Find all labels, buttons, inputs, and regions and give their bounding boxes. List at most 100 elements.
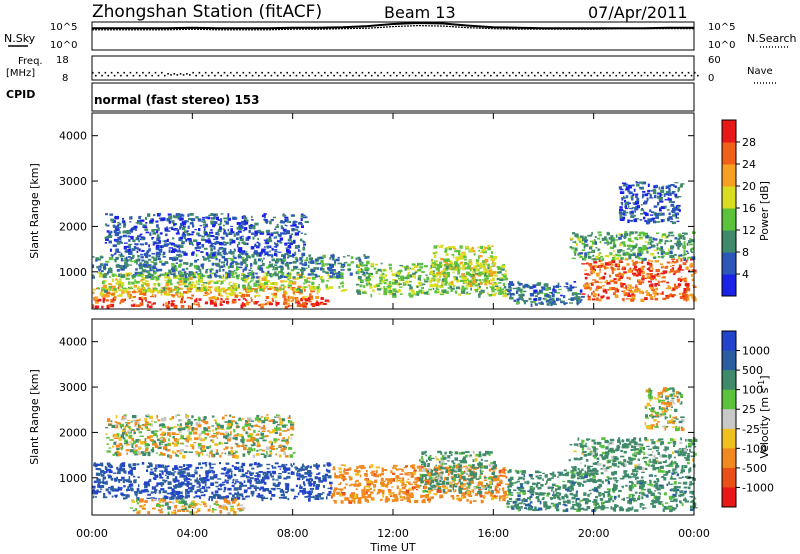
heatmap-cell (322, 478, 327, 482)
heatmap-cell (597, 293, 600, 297)
heatmap-cell (140, 288, 143, 292)
nsearch-label: N.Search (747, 32, 797, 45)
heatmap-cell (170, 300, 175, 302)
heatmap-cell (185, 477, 188, 479)
heatmap-cell (490, 286, 495, 291)
heatmap-cell (682, 262, 687, 266)
heatmap-cell (523, 300, 526, 305)
heatmap-cell (175, 414, 177, 418)
heatmap-cell (566, 282, 569, 285)
nave-point (345, 74, 348, 77)
heatmap-cell (173, 491, 177, 494)
heatmap-cell (455, 266, 458, 269)
heatmap-cell (242, 280, 246, 282)
heatmap-cell (619, 209, 624, 212)
heatmap-cell (143, 503, 146, 506)
heatmap-cell (674, 182, 679, 184)
heatmap-cell (597, 231, 602, 234)
heatmap-cell (191, 485, 196, 487)
heatmap-cell (127, 489, 131, 491)
heatmap-cell (662, 297, 667, 301)
heatmap-cell (649, 214, 654, 216)
heatmap-cell (115, 265, 118, 268)
heatmap-cell (624, 203, 627, 207)
heatmap-cell (93, 462, 96, 465)
heatmap-cell (316, 473, 320, 475)
heatmap-cell (164, 468, 168, 472)
heatmap-cell (207, 216, 211, 220)
nave-point (201, 74, 204, 77)
heatmap-cell (213, 255, 216, 259)
heatmap-cell (121, 494, 126, 496)
heatmap-cell (120, 267, 125, 271)
heatmap-cell (142, 281, 145, 285)
heatmap-cell (269, 302, 273, 306)
heatmap-cell (267, 301, 271, 305)
heatmap-cell (247, 287, 251, 290)
heatmap-cell (115, 415, 118, 419)
heatmap-cell (171, 237, 175, 240)
heatmap-cell (227, 487, 232, 491)
heatmap-cell (155, 251, 160, 256)
heatmap-cell (615, 274, 620, 278)
heatmap-cell (129, 507, 133, 509)
heatmap-cell (441, 283, 444, 287)
heatmap-cell (166, 305, 170, 310)
heatmap-cell (541, 302, 544, 305)
heatmap-cell (175, 496, 179, 501)
heatmap-cell (167, 300, 171, 305)
heatmap-cell (615, 234, 618, 238)
heatmap-cell (282, 214, 287, 217)
heatmap-cell (102, 274, 106, 278)
heatmap-cell (167, 471, 172, 476)
heatmap-cell (625, 195, 629, 199)
heatmap-cell (633, 253, 636, 257)
heatmap-cell (177, 295, 182, 298)
heatmap-cell (664, 235, 668, 239)
heatmap-cell (612, 254, 617, 257)
heatmap-cell (593, 239, 596, 243)
heatmap-cell (282, 294, 286, 298)
heatmap-cell (199, 496, 202, 499)
heatmap-cell (235, 262, 238, 266)
heatmap-cell (220, 261, 226, 264)
heatmap-cell (302, 487, 306, 492)
heatmap-cell (519, 295, 523, 300)
heatmap-cell (617, 279, 620, 281)
freq-point (286, 71, 288, 74)
freq-point (449, 71, 452, 74)
heatmap-cell (611, 270, 614, 274)
heatmap-cell (231, 464, 234, 468)
heatmap-cell (182, 454, 186, 459)
heatmap-cell (172, 295, 175, 298)
heatmap-cell (475, 267, 479, 272)
heatmap-cell (286, 275, 291, 279)
heatmap-cell (277, 475, 282, 479)
heatmap-cell (223, 497, 226, 500)
heatmap-cell (375, 270, 378, 275)
heatmap-cell (122, 498, 126, 500)
heatmap-cell (178, 247, 181, 251)
heatmap-cell (472, 271, 475, 274)
heatmap-cell (198, 484, 202, 487)
heatmap-cell (601, 257, 605, 261)
heatmap-cell (263, 213, 266, 217)
heatmap-cell (100, 488, 103, 490)
heatmap-cell (209, 467, 214, 469)
heatmap-cell (636, 270, 640, 273)
heatmap-cell (139, 505, 142, 508)
heatmap-cell (407, 284, 410, 287)
heatmap-cell (217, 488, 220, 491)
heatmap-cell (463, 276, 468, 280)
heatmap-cell (627, 286, 630, 289)
heatmap-cell (171, 266, 176, 270)
heatmap-cell (113, 290, 117, 293)
heatmap-cell (137, 271, 142, 275)
heatmap-cell (183, 252, 188, 256)
heatmap-cell (223, 486, 227, 491)
heatmap-cell (652, 257, 656, 259)
heatmap-cell (592, 268, 596, 272)
heatmap-cell (688, 269, 691, 272)
heatmap-cell (128, 283, 130, 286)
heatmap-cell (170, 287, 173, 291)
